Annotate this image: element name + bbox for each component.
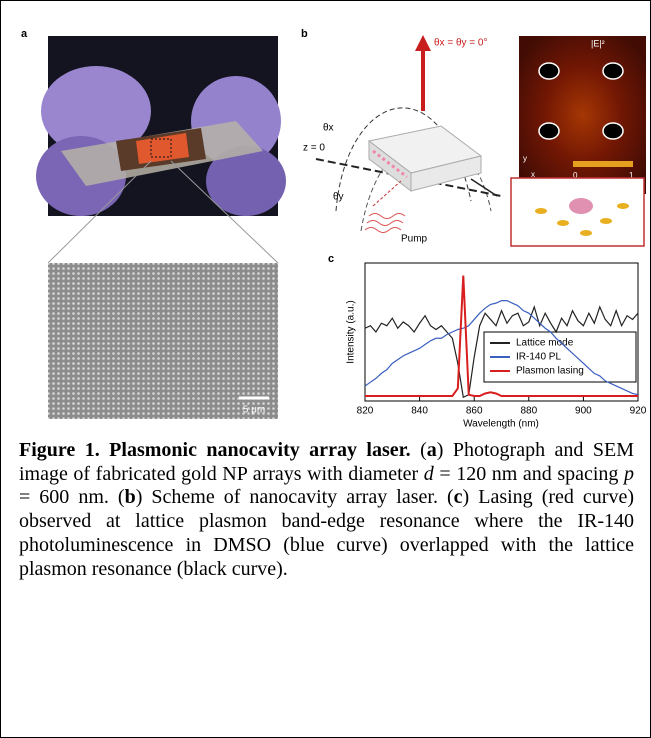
photo	[36, 36, 286, 216]
caption-text: c	[454, 486, 463, 508]
decoration	[539, 123, 559, 139]
x-tick-label: 840	[411, 406, 428, 417]
decoration	[603, 63, 623, 79]
x-tick-label: 920	[630, 406, 647, 417]
pump-label: Pump	[401, 234, 428, 245]
x-tick-label: 880	[520, 406, 537, 417]
x-tick-label: 860	[466, 406, 483, 417]
decoration	[569, 198, 593, 214]
panel-label: b	[301, 28, 308, 40]
decoration	[557, 220, 569, 226]
y-axis-label: Intensity (a.u.)	[346, 300, 357, 363]
decoration	[600, 218, 612, 224]
caption-text: ) Scheme of nanocavity array laser. (	[136, 486, 454, 508]
decoration	[603, 123, 623, 139]
axis-label: y	[523, 154, 527, 163]
decoration	[519, 36, 646, 194]
caption-text: = 600 nm. (	[19, 486, 125, 508]
field-map	[519, 36, 646, 194]
inset	[511, 178, 644, 246]
caption-text: d	[424, 463, 434, 485]
caption-text: (	[411, 439, 427, 461]
caption-text: p	[624, 463, 634, 485]
scale-bar-label: 5 μm	[243, 405, 265, 416]
decoration	[573, 161, 633, 167]
decoration	[373, 181, 401, 206]
panel-label: a	[21, 28, 28, 40]
legend-label: IR-140 PL	[516, 352, 561, 363]
figure-frame: a 5 μm b θx = θy = 0° θx θy z = 0 Pump	[0, 0, 651, 738]
angle-label: θx	[323, 123, 334, 134]
decoration	[535, 208, 547, 214]
decoration	[365, 214, 405, 233]
caption-title: Figure 1. Plasmonic nanocavity array las…	[19, 439, 411, 461]
sem-image	[48, 263, 278, 419]
x-tick-label: 820	[357, 406, 374, 417]
legend-label: Plasmon lasing	[516, 366, 584, 377]
caption-text: b	[125, 486, 136, 508]
decoration	[539, 63, 559, 79]
schematic	[316, 35, 501, 233]
caption: Figure 1. Plasmonic nanocavity array las…	[19, 439, 634, 581]
plane-label: z = 0	[303, 143, 325, 154]
decoration	[580, 230, 592, 236]
angle-label: θy	[333, 192, 344, 203]
panel-label: c	[328, 253, 334, 265]
caption-text: = 120 nm and spacing	[434, 463, 624, 485]
angle-label: θx = θy = 0°	[434, 38, 487, 49]
caption-text: a	[427, 439, 437, 461]
field-label: |E|²	[591, 38, 605, 48]
figure: a 5 μm b θx = θy = 0° θx θy z = 0 Pump	[1, 1, 651, 431]
decoration	[617, 203, 629, 209]
x-tick-label: 900	[575, 406, 592, 417]
x-axis-label: Wavelength (nm)	[463, 419, 539, 430]
decoration	[415, 35, 431, 51]
